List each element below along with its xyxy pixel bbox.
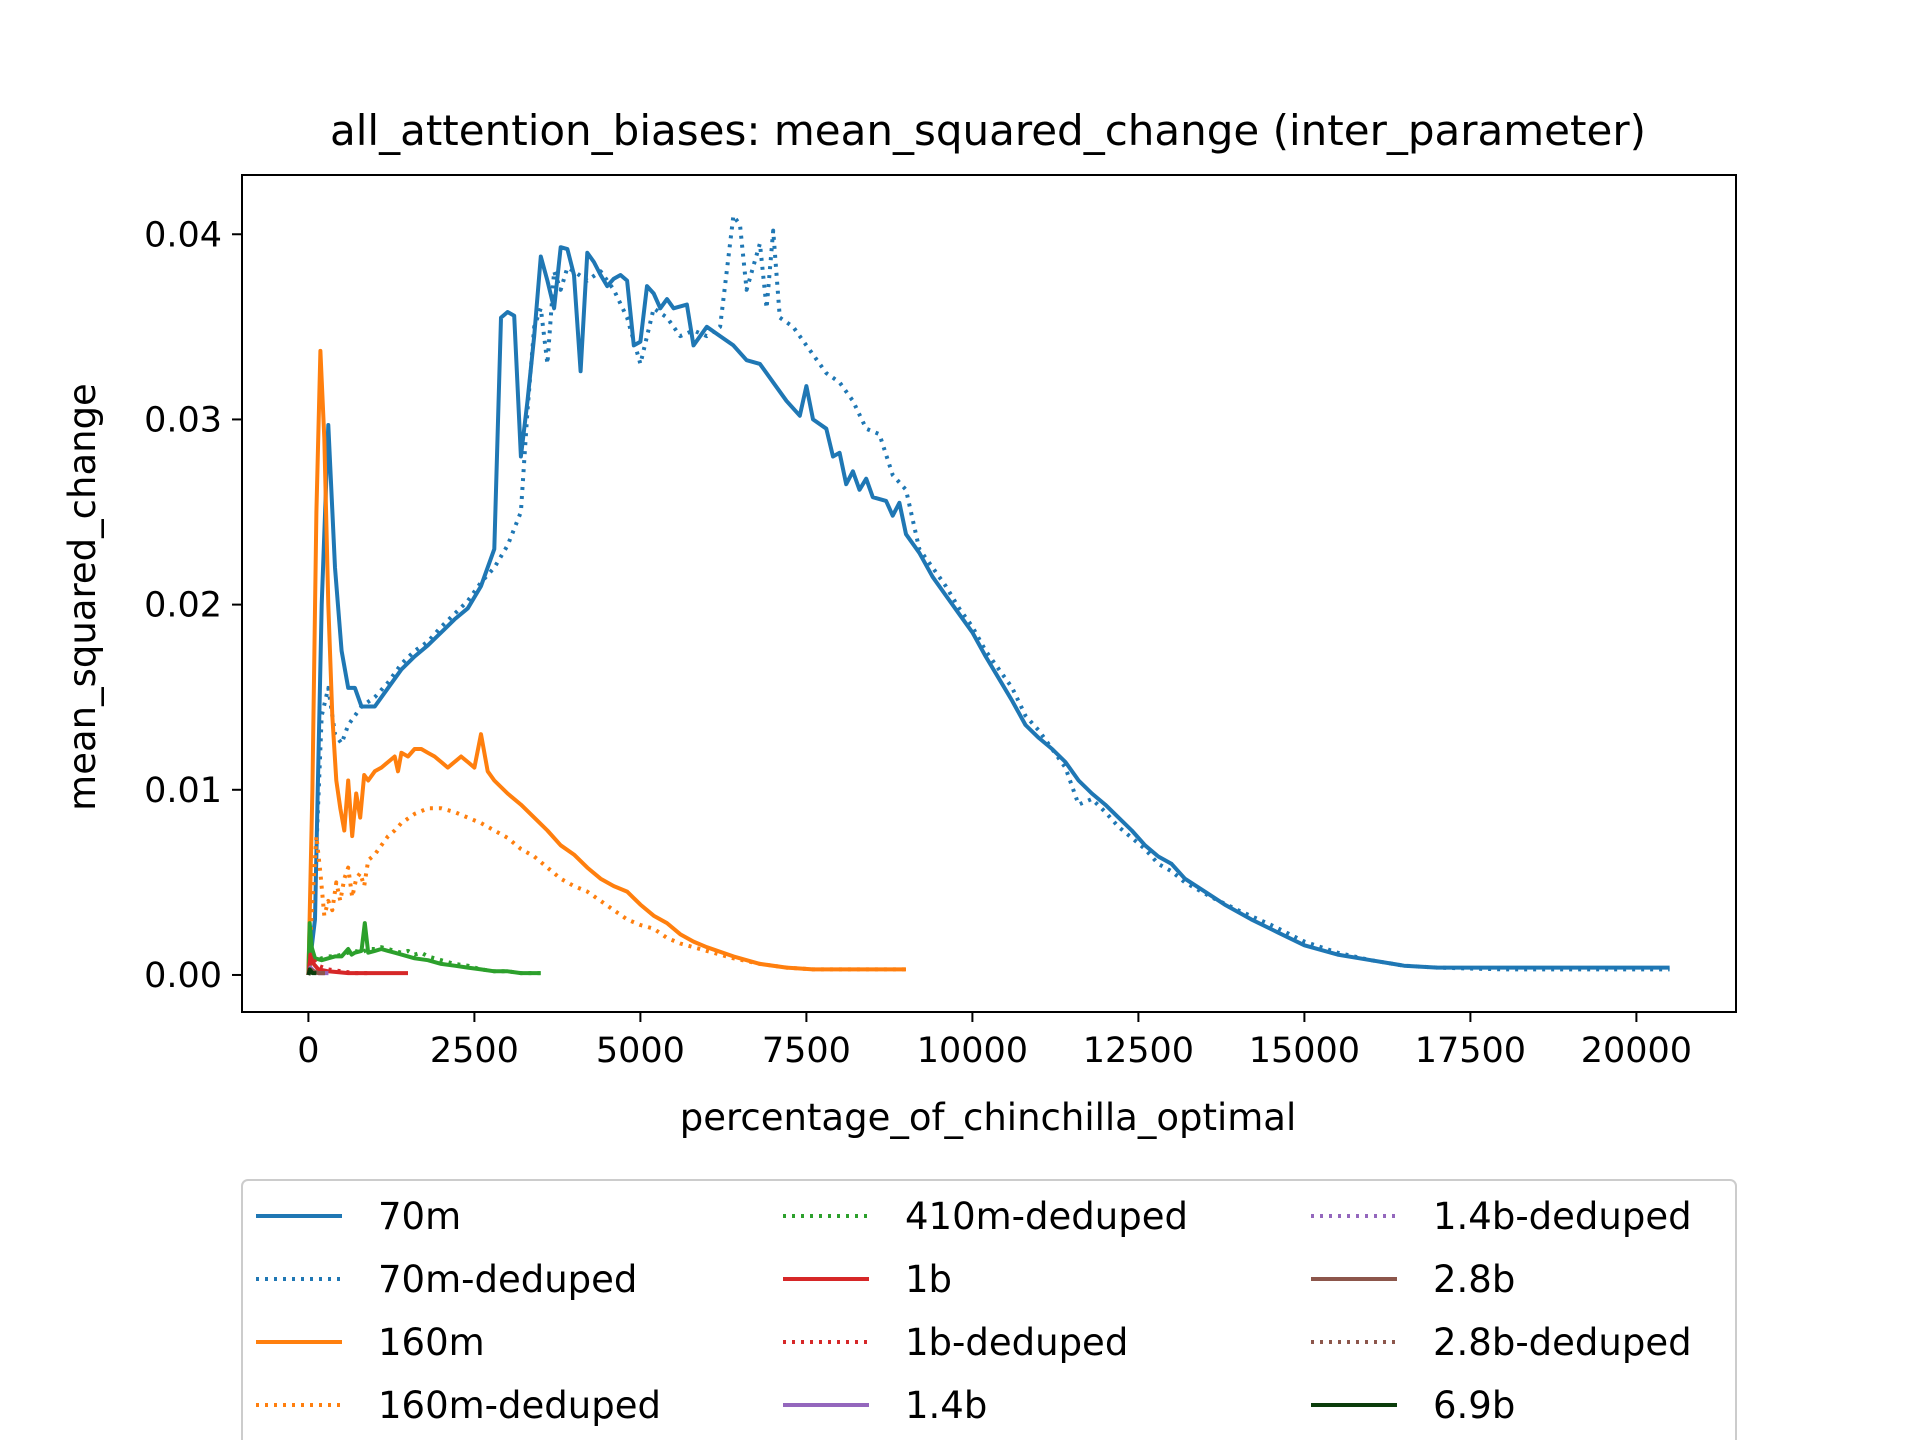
plot-frame bbox=[241, 174, 1737, 1013]
series-line-6.9b bbox=[306, 967, 317, 976]
series-line-160m bbox=[306, 348, 906, 976]
x-tick-label: 15000 bbox=[1249, 1031, 1360, 1071]
legend-label-2.8b-deduped: 2.8b-deduped bbox=[1433, 1321, 1692, 1364]
legend-label-1.4b-deduped: 1.4b-deduped bbox=[1433, 1195, 1692, 1238]
y-tick-label: 0.01 bbox=[144, 771, 222, 811]
legend-label-410m-deduped: 410m-deduped bbox=[905, 1195, 1188, 1238]
chart-title: all_attention_biases: mean_squared_chang… bbox=[330, 106, 1646, 155]
series-line-160m-deduped bbox=[306, 806, 906, 976]
legend-label-1b: 1b bbox=[905, 1258, 952, 1301]
legend-label-160m: 160m bbox=[378, 1321, 485, 1364]
y-tick-label: 0.02 bbox=[144, 586, 222, 626]
legend-label-70m-deduped: 70m-deduped bbox=[378, 1258, 637, 1301]
legend-label-160m-deduped: 160m-deduped bbox=[378, 1384, 661, 1427]
legend-label-2.8b: 2.8b bbox=[1433, 1258, 1515, 1301]
x-tick-label: 0 bbox=[297, 1031, 319, 1071]
y-axis-label: mean_squared_change bbox=[61, 383, 104, 811]
series-line-410m bbox=[306, 921, 541, 976]
x-tick-label: 5000 bbox=[596, 1031, 685, 1071]
x-axis: 0 2500 5000 7500 10000 12500 15000 17500 20000 bbox=[297, 1012, 1692, 1071]
y-axis: 0.00 0.01 0.02 0.03 0.04 bbox=[144, 215, 242, 996]
series-line-1b-deduped bbox=[306, 952, 369, 976]
legend-label-1.4b: 1.4b bbox=[905, 1384, 987, 1427]
series-line-70m-deduped bbox=[306, 213, 1670, 976]
x-tick-label: 20000 bbox=[1581, 1031, 1692, 1071]
x-tick-label: 2500 bbox=[430, 1031, 519, 1071]
legend: 70m 70m-deduped 160m 160m-deduped 410m-dedup… bbox=[241, 1179, 1737, 1440]
series-line-1b bbox=[306, 954, 408, 976]
legend-label-6.9b: 6.9b bbox=[1433, 1384, 1515, 1427]
y-tick-label: 0.03 bbox=[144, 400, 222, 440]
plot-area bbox=[241, 174, 1737, 1013]
series-line-70m bbox=[306, 245, 1670, 976]
y-tick-label: 0.04 bbox=[144, 215, 222, 255]
y-tick-label: 0.00 bbox=[144, 956, 222, 996]
x-axis-label: percentage_of_chinchilla_optimal bbox=[680, 1096, 1297, 1139]
x-tick-label: 10000 bbox=[917, 1031, 1028, 1071]
x-tick-label: 17500 bbox=[1415, 1031, 1526, 1071]
x-tick-label: 7500 bbox=[762, 1031, 851, 1071]
legend-label-70m: 70m bbox=[378, 1195, 461, 1238]
legend-box bbox=[241, 1179, 1737, 1440]
x-tick-label: 12500 bbox=[1083, 1031, 1194, 1071]
legend-label-1b-deduped: 1b-deduped bbox=[905, 1321, 1128, 1364]
